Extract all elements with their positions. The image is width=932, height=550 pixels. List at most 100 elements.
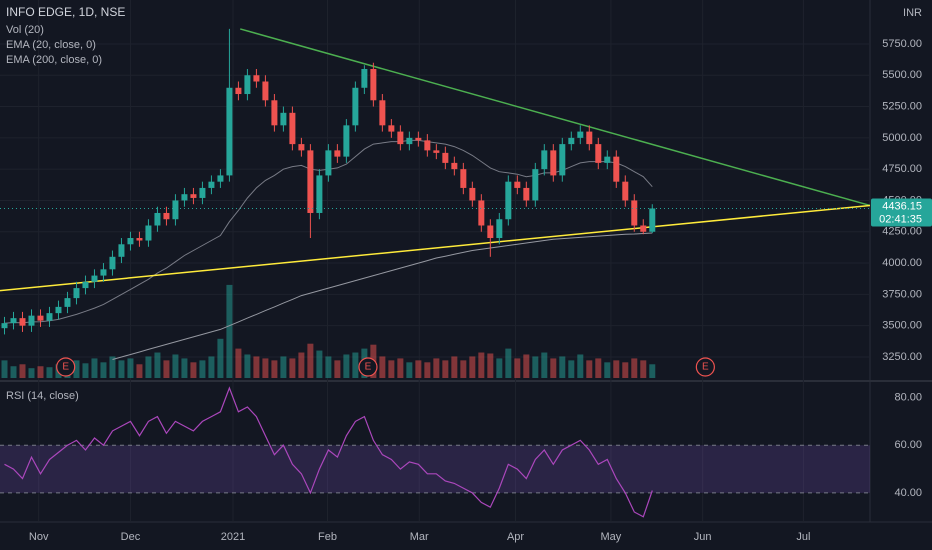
- candle-body: [334, 150, 341, 157]
- candle-body: [154, 212, 161, 226]
- volume-bar: [343, 354, 350, 378]
- volume-bar: [244, 354, 251, 378]
- volume-bar: [433, 358, 440, 378]
- volume-bar: [199, 360, 206, 378]
- candle-body: [559, 144, 566, 176]
- volume-bar: [604, 362, 611, 378]
- volume-bar: [253, 356, 260, 378]
- volume-bar: [46, 367, 53, 378]
- candle-body: [352, 87, 359, 126]
- volume-bar: [559, 356, 566, 378]
- candle-body: [487, 225, 494, 239]
- y-tick-label: 4000.00: [882, 257, 922, 269]
- candle-body: [55, 306, 62, 314]
- volume-bar: [280, 356, 287, 378]
- x-tick-label: May: [600, 531, 621, 543]
- last-price-tag: [871, 198, 932, 227]
- volume-bar: [442, 360, 449, 378]
- candle-body: [199, 187, 206, 198]
- candle-body: [595, 144, 602, 163]
- candle-body: [541, 150, 548, 170]
- y-tick-label: 3500.00: [882, 320, 922, 332]
- candle-body: [640, 225, 647, 232]
- candle-body: [280, 112, 287, 126]
- rsi-tick-label: 80.00: [894, 391, 922, 403]
- rsi-band: [0, 445, 870, 493]
- y-tick-label: 3250.00: [882, 351, 922, 363]
- volume-bar: [208, 356, 215, 378]
- candle-body: [298, 144, 305, 151]
- candle-body: [370, 68, 377, 101]
- volume-bar: [325, 356, 332, 378]
- candle-body: [10, 318, 17, 324]
- candle-body: [532, 169, 539, 201]
- candle-body: [289, 112, 296, 145]
- candle-body: [73, 288, 80, 299]
- volume-bar: [523, 354, 530, 378]
- candle-body: [190, 194, 197, 198]
- candle-body: [82, 281, 89, 289]
- candle-body: [46, 313, 53, 321]
- volume-bar: [514, 358, 521, 378]
- candle-body: [181, 194, 188, 201]
- earnings-marker: [695, 357, 715, 377]
- x-tick-label: Feb: [318, 531, 337, 543]
- volume-bar: [505, 348, 512, 378]
- candle-body: [496, 219, 503, 239]
- candle-body: [550, 150, 557, 176]
- volume-bar: [100, 362, 107, 378]
- candle-body: [451, 162, 458, 170]
- volume-bar: [469, 356, 476, 378]
- volume-bar: [37, 366, 44, 378]
- candle-body: [505, 181, 512, 220]
- volume-bar: [379, 356, 386, 378]
- x-tick-label: Apr: [507, 531, 524, 543]
- candle-body: [577, 131, 584, 138]
- candle-body: [622, 181, 629, 201]
- candle-body: [613, 156, 620, 182]
- candle-body: [325, 150, 332, 176]
- volume-bar: [217, 338, 224, 378]
- volume-bar: [127, 358, 134, 378]
- candle-body: [406, 137, 413, 145]
- volume-bar: [298, 352, 305, 378]
- indicator-label: EMA (20, close, 0): [6, 39, 96, 51]
- volume-bar: [568, 360, 575, 378]
- volume-bar: [478, 352, 485, 378]
- candle-body: [136, 238, 143, 241]
- x-tick-label: Mar: [410, 531, 429, 543]
- candle-body: [568, 137, 575, 145]
- trendline: [240, 28, 871, 207]
- candle-body: [19, 318, 26, 326]
- ema200-line: [112, 232, 653, 360]
- volume-bar: [451, 356, 458, 378]
- volume-bar: [1, 360, 8, 378]
- volume-bar: [109, 356, 116, 378]
- volume-bar: [496, 358, 503, 378]
- last-price-label: 4436.15: [882, 200, 922, 212]
- candle-body: [361, 68, 368, 88]
- candle-body: [100, 269, 107, 276]
- volume-bar: [424, 362, 431, 378]
- indicator-label: EMA (200, close, 0): [6, 54, 102, 66]
- earnings-marker: [56, 357, 76, 377]
- volume-bar: [460, 360, 467, 378]
- candle-body: [397, 131, 404, 145]
- rsi-tick-label: 40.00: [894, 487, 922, 499]
- candle-body: [109, 256, 116, 270]
- volume-bar: [388, 360, 395, 378]
- x-tick-label: Dec: [121, 531, 141, 543]
- candle-body: [37, 315, 44, 321]
- volume-bar: [406, 362, 413, 378]
- candle-body: [208, 181, 215, 188]
- volume-bar: [316, 350, 323, 378]
- candle-body: [127, 238, 134, 245]
- volume-bar: [163, 360, 170, 378]
- volume-bar: [289, 358, 296, 378]
- volume-bar: [586, 360, 593, 378]
- trendline: [0, 204, 871, 292]
- candle-body: [514, 181, 521, 188]
- volume-bar: [397, 358, 404, 378]
- candle-body: [253, 75, 260, 82]
